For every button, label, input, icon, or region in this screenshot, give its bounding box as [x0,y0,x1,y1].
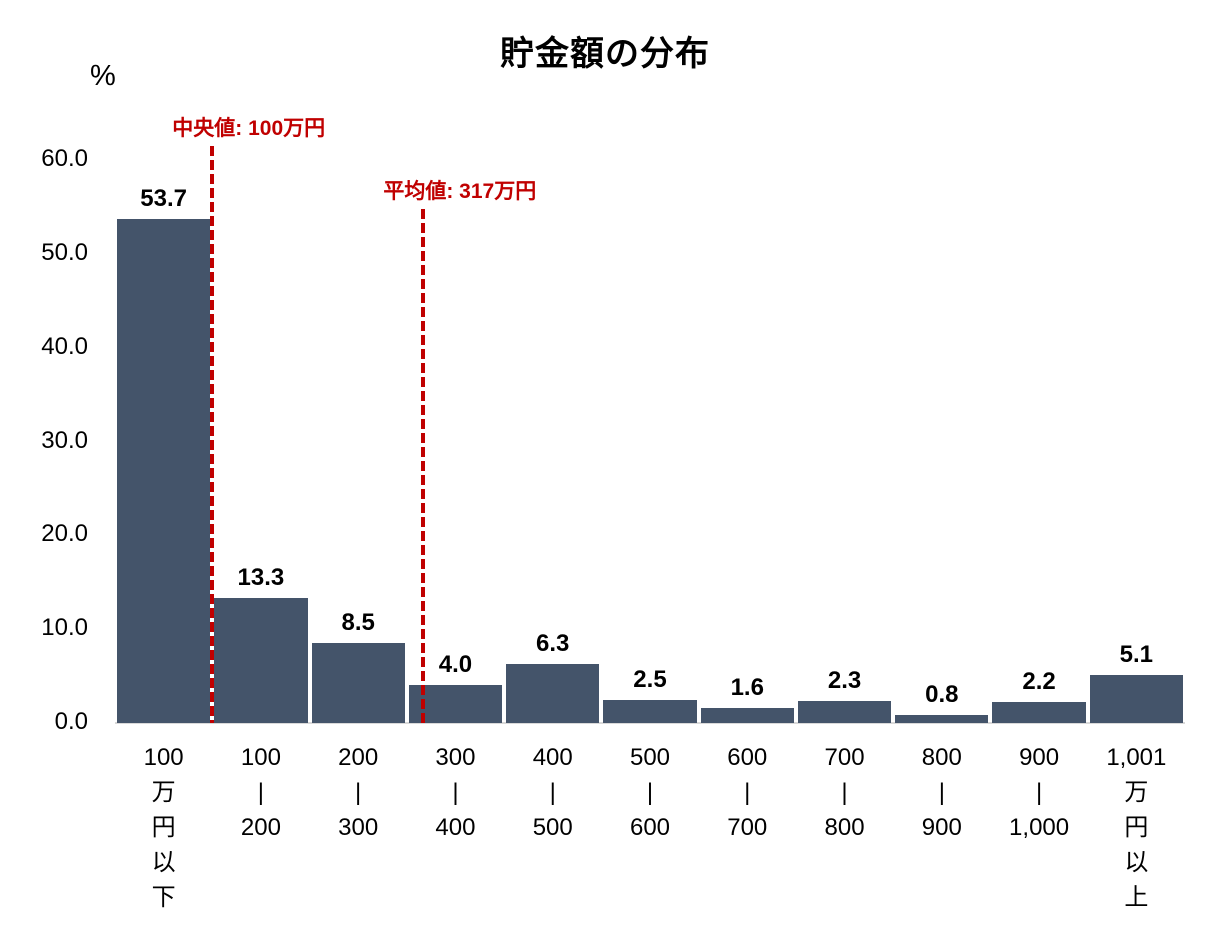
y-axis-unit-label: % [90,60,116,92]
x-axis-label-line: 800 [921,744,962,771]
x-axis-label-8: 700 | 800 [796,740,893,845]
x-axis-label-line: | [257,779,265,806]
x-axis-label-line: 上 [1124,884,1149,911]
x-axis-label-7: 600 | 700 [699,740,796,845]
bar-11 [1089,675,1183,723]
x-axis-label-line: 100 [143,744,184,771]
bar-5 [506,663,600,723]
x-axis-label-9: 800 | 900 [893,740,990,845]
x-axis-label-4: 300 | 400 [407,740,504,845]
y-axis-tick-label: 0.0 [54,707,88,735]
median-annotation-label: 中央値: 100万円 [172,117,326,140]
mean-annotation-label: 平均値: 317万円 [383,180,537,203]
x-axis-label-10: 900 | 1,000 [990,740,1087,845]
bar-value-label: 8.5 [341,609,375,637]
x-axis-label-6: 500 | 600 [601,740,698,845]
x-axis-label-line: 1,001 [1106,744,1167,771]
x-axis-label-line: 400 [435,814,476,841]
bar-3 [311,643,405,723]
bar-value-label: 1.6 [730,673,764,701]
x-axis-label-line: 600 [727,744,768,771]
x-axis-label-line: | [646,779,654,806]
x-axis-label-line: 500 [629,744,671,771]
bar-value-label: 53.7 [140,185,187,213]
x-axis-label-line: 400 [532,744,573,771]
x-axis-label-line: 下 [151,884,176,911]
x-axis-label-line: 以 [151,849,176,876]
x-axis-label-5: 400 | 500 [504,740,601,845]
y-axis-tick-label: 50.0 [41,238,88,266]
y-axis-tick-label: 20.0 [41,520,88,548]
x-axis-label-line: | [1035,779,1043,806]
x-axis-label-line: | [938,779,945,806]
bar-9 [895,715,989,723]
bar-value-label: 6.3 [536,629,570,657]
x-axis-label-2: 100 | 200 [212,740,309,845]
x-axis-label-line: 700 [727,814,768,841]
x-axis-label-line: 900 [1019,744,1060,771]
mean-reference-line [421,209,426,723]
x-axis-label-line: 900 [921,814,962,841]
bar-1 [117,219,211,723]
bar-value-label: 13.3 [237,564,285,592]
x-axis-label-line: 200 [240,814,281,841]
x-axis-label-line: 300 [338,814,379,841]
bar-value-label: 5.1 [1119,641,1154,669]
bar-value-label: 0.8 [925,681,959,709]
bar-8 [797,701,892,723]
x-axis-label-line: 万 [151,779,176,806]
x-axis-label-line: | [549,779,556,806]
bar-value-label: 4.0 [438,651,473,679]
x-axis-label-3: 200 | 300 [310,740,407,845]
bar-value-label: 2.3 [827,667,862,695]
x-axis-label-1: 100 万円以下 [115,740,212,915]
x-axis-label-line: 100 [240,744,281,771]
x-axis-label-line: 以 [1124,849,1149,876]
x-axis-label-line: 300 [435,744,476,771]
chart-title: 貯金額の分布 [500,35,710,73]
y-axis-tick-label: 40.0 [41,332,88,360]
x-axis-label-line: 800 [824,814,865,841]
y-axis-tick-label: 60.0 [41,144,88,172]
x-axis-line [115,722,1185,724]
bar-value-label: 2.2 [1022,668,1056,696]
median-reference-line [210,146,215,723]
x-axis-label-line: 円 [151,814,176,841]
x-axis-label-11: 1,001 万円以上 [1088,740,1185,915]
x-axis-label-line: | [744,779,751,806]
bar-6 [603,699,697,723]
bar-2 [214,598,308,723]
y-axis-tick-label: 30.0 [41,426,88,454]
bar-10 [992,702,1086,723]
x-axis-label-line: 500 [532,814,573,841]
x-axis-label-line: 200 [338,744,379,771]
x-axis-label-line: 700 [824,744,865,771]
bar-value-label: 2.5 [633,665,667,693]
x-axis-label-line: 1,000 [1009,814,1070,841]
x-axis-label-line: | [355,779,362,806]
bar-7 [700,707,794,723]
x-axis-label-line: | [452,779,459,806]
x-axis-label-line: 円 [1124,814,1149,841]
x-axis-label-line: 600 [629,814,671,841]
x-axis-label-line: | [841,779,848,806]
x-axis-label-line: 万 [1124,779,1149,806]
y-axis-tick-label: 10.0 [41,614,88,642]
